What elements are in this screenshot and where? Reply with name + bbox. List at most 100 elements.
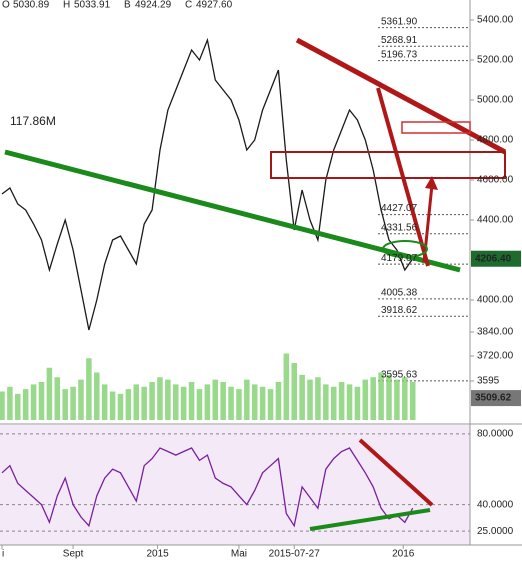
- y-tick-label: 4800.00: [477, 135, 514, 146]
- volume-bar: [0, 391, 5, 420]
- volume-bar: [109, 391, 116, 420]
- volume-bar: [165, 379, 171, 420]
- volume-bar: [330, 386, 337, 420]
- volume-bar: [354, 386, 361, 420]
- volume-label: 117.86M: [10, 114, 56, 128]
- level-label: 4331.56: [381, 222, 418, 233]
- volume-bar: [378, 372, 384, 420]
- volume-bar: [275, 382, 282, 420]
- y-tick-label: 80.0000: [477, 428, 514, 439]
- y-tick-label: 5400.00: [477, 15, 514, 26]
- level-label: 5361.90: [381, 16, 418, 27]
- x-tick-label: i: [2, 549, 4, 560]
- ohlc-key: B: [124, 0, 131, 11]
- level-label: 5268.91: [381, 35, 418, 46]
- volume-bar: [236, 389, 242, 420]
- ohlc-value: 5030.89: [13, 0, 50, 11]
- volume-bar: [101, 384, 108, 420]
- volume-bar: [54, 377, 61, 420]
- zone-box: [401, 121, 471, 134]
- volume-bar: [46, 367, 53, 420]
- rebound-arrow: [422, 184, 434, 263]
- price-marker: [471, 390, 521, 407]
- volume-bar: [362, 379, 369, 420]
- volume-bar: [228, 386, 234, 420]
- volume-bar: [180, 386, 187, 420]
- price-marker-label: 4206.40: [475, 253, 512, 264]
- y-tick-label: 4400.00: [477, 215, 514, 226]
- volume-bar: [251, 384, 258, 420]
- volume-bar: [291, 363, 298, 420]
- volume-bar: [283, 353, 290, 420]
- volume-bar: [370, 377, 376, 420]
- y-tick-label: 3720.00: [477, 351, 514, 362]
- y-tick-label: 4000.00: [477, 295, 514, 306]
- volume-bar: [188, 382, 195, 420]
- annotations: [4, 37, 507, 531]
- volume-bar: [149, 382, 155, 420]
- volume-bar: [394, 379, 400, 420]
- y-tick-label: 5000.00: [477, 95, 514, 106]
- volume-bar: [259, 386, 266, 420]
- volume-bar: [212, 379, 219, 420]
- volume-bar: [86, 358, 92, 420]
- volume-bar: [62, 389, 68, 420]
- volume-bar: [409, 382, 416, 420]
- volume-bar: [30, 384, 37, 420]
- volume-bar: [15, 393, 21, 420]
- level-label: 4427.07: [381, 203, 418, 214]
- volume-bar: [267, 389, 274, 420]
- level-label: 4179.07: [381, 253, 418, 264]
- volume-bar: [204, 384, 211, 420]
- y-tick-label: 3595: [477, 376, 500, 387]
- target-ellipse: [382, 240, 428, 258]
- ohlc-key: C: [185, 0, 192, 11]
- volume-bar: [315, 377, 321, 420]
- y-tick-label: 5200.00: [477, 55, 514, 66]
- level-label: 3918.62: [381, 305, 418, 316]
- volume-bar: [94, 372, 100, 420]
- volume-bar: [402, 377, 408, 420]
- y-tick-label: 4600.00: [477, 175, 514, 186]
- volume-bar: [70, 386, 76, 420]
- ohlc-key: H: [63, 0, 70, 11]
- volume-bar: [22, 389, 29, 420]
- rsi-resistance: [358, 438, 434, 507]
- y-tick-label: 25.0000: [477, 526, 514, 537]
- ohlc-key: O: [2, 0, 10, 11]
- x-tick-label: 2015-07-27: [269, 549, 321, 560]
- x-tick-label: Sept: [63, 549, 84, 560]
- level-label: 4005.38: [381, 288, 418, 299]
- volume-bar: [125, 389, 132, 420]
- price-marker-label: 3509.62: [475, 393, 512, 404]
- volume-bar: [346, 384, 353, 420]
- y-tick-label: 40.0000: [477, 499, 514, 510]
- volume-bar: [141, 386, 147, 420]
- volume-bar: [386, 374, 392, 420]
- x-tick-label: 2015: [146, 549, 169, 560]
- volume-bar: [172, 384, 179, 420]
- volume-bar: [299, 374, 305, 420]
- labels: O 5030.89 H 5033.91 B 4924.29 C 4927.60 5400.00 5…: [2, 0, 514, 560]
- volume-bar: [338, 382, 345, 420]
- volume-bar: [323, 384, 329, 420]
- level-label: 3595.63: [381, 370, 418, 381]
- price-line: [1, 37, 414, 331]
- ohlc-value: 4927.60: [196, 0, 233, 11]
- x-tick-label: 2016: [392, 549, 415, 560]
- volume-bar: [38, 382, 45, 420]
- arrow-head: [425, 176, 438, 190]
- volume-bar: [157, 377, 163, 420]
- x-tick-label: Mai: [231, 549, 247, 560]
- volume-bar: [117, 393, 124, 420]
- volume-bar: [7, 386, 13, 420]
- rsi-band: [0, 425, 470, 545]
- volume-bar: [244, 379, 250, 420]
- volume-bar: [196, 389, 203, 420]
- level-label: 5196.73: [381, 49, 418, 60]
- price-marker: [471, 250, 521, 267]
- ohlc-value: 5033.91: [74, 0, 111, 11]
- marks: [0, 19, 521, 549]
- volume-bar: [307, 379, 313, 420]
